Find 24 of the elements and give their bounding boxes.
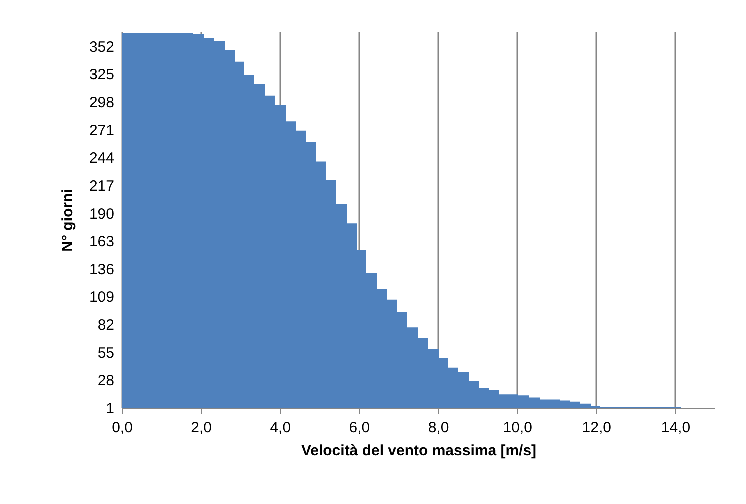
y-tick-label: 28 [98, 372, 114, 390]
y-tick-label: 109 [89, 289, 114, 306]
x-tick-label: 0,0 [112, 420, 133, 436]
y-tick-label: 244 [89, 150, 114, 168]
y-tick-label: 325 [89, 66, 114, 84]
x-tick-label: 8,0 [428, 420, 450, 436]
y-tick-label: 163 [89, 234, 114, 251]
y-tick-label: 136 [89, 261, 114, 278]
y-tick-label: 298 [89, 94, 114, 112]
y-tick-label: 55 [98, 344, 114, 362]
x-tick-label: 4,0 [270, 420, 292, 436]
y-tick-label: 217 [89, 178, 114, 195]
x-tick-label: 2,0 [191, 420, 212, 436]
x-tick-label: 12,0 [582, 420, 612, 436]
x-tick-label: 10,0 [503, 420, 532, 436]
x-axis-title: Velocità del vento massima [m/s] [301, 442, 537, 460]
y-tick-label: 271 [89, 122, 114, 140]
y-tick-label: 352 [89, 38, 114, 56]
x-tick-label: 14,0 [661, 420, 691, 436]
y-tick-label: 190 [89, 206, 114, 223]
y-tick-label: 1 [106, 400, 114, 418]
y-tick-label: 82 [98, 317, 114, 334]
y-axis-title: N° giorni [59, 189, 76, 252]
x-tick-label: 6,0 [349, 420, 370, 436]
